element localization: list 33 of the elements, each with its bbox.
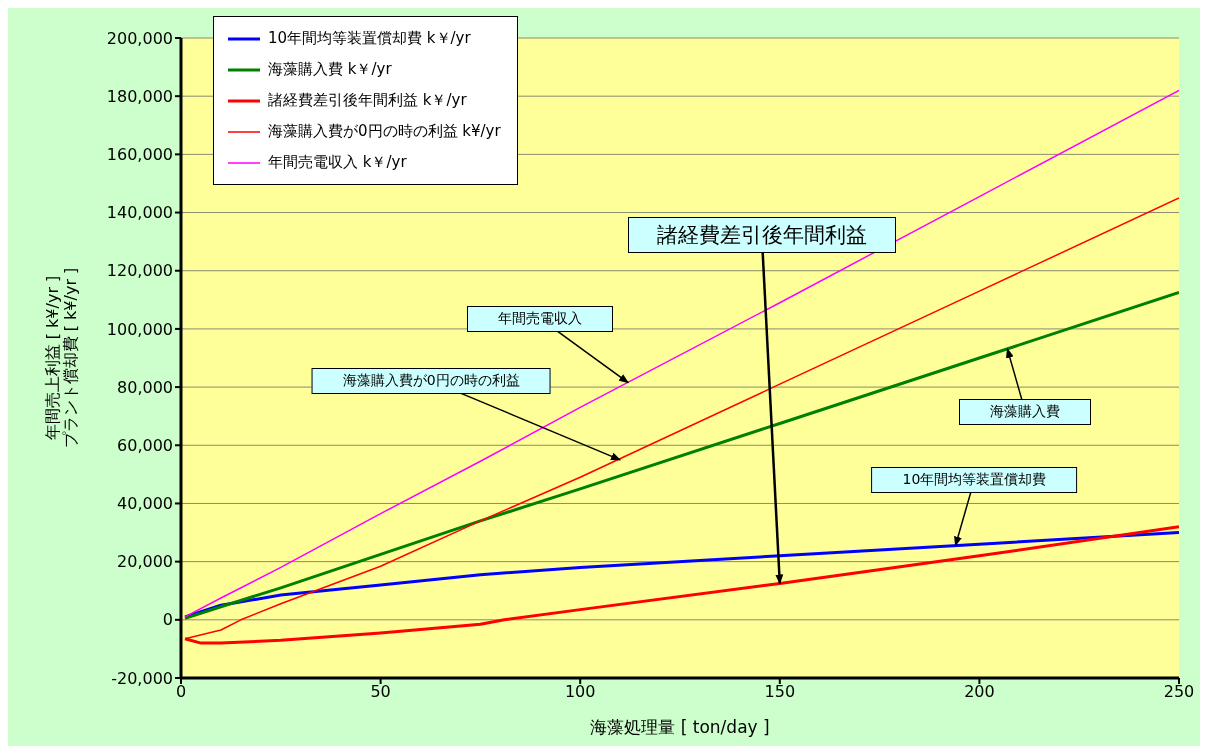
x-tick-label: 150 [764, 682, 796, 702]
legend-label: 海藻購入費が0円の時の利益 k¥/yr [268, 122, 501, 141]
legend-label: 海藻購入費 k￥/yr [268, 60, 392, 79]
label-box: 10年間均等装置償却費 [871, 466, 1078, 493]
y-tick-label: 20,000 [117, 552, 173, 572]
line-series [183, 291, 1179, 620]
y-tick-label: 0 [162, 610, 173, 630]
x-tick-label: 0 [175, 682, 187, 702]
legend-label: 10年間均等装置償却費 k￥/yr [268, 29, 471, 48]
x-tick-label: 250 [1163, 682, 1195, 702]
y-tick-label: 80,000 [117, 377, 173, 397]
label-box: 海藻購入費が0円の時の利益 [311, 367, 551, 394]
y-tick-label: 40,000 [117, 494, 173, 514]
legend-label: 諸経費差引後年間利益 k￥/yr [268, 91, 467, 110]
y-tick-label: 200,000 [106, 28, 173, 48]
y-tick-label: 180,000 [106, 86, 173, 106]
label-box: 年間売電収入 [467, 305, 614, 332]
y-tick-label: 100,000 [106, 319, 173, 339]
y-tick-label: 120,000 [106, 261, 173, 281]
legend-label: 年間売電収入 k￥/yr [268, 153, 407, 172]
y-axis-title: 年間売上利益 [ k¥/yr ] プラント償却費 [ k¥/yr ] [43, 267, 80, 449]
y-tick-label: 160,000 [106, 145, 173, 165]
line-series [184, 89, 1179, 618]
y-tick-label: 60,000 [117, 435, 173, 455]
x-tick-label: 50 [370, 682, 391, 702]
x-axis-title: 海藻処理量 [ ton/day ] [590, 717, 770, 737]
y-tick-label: -20,000 [111, 668, 173, 688]
line-series [183, 531, 1179, 619]
x-tick-label: 100 [564, 682, 596, 702]
label-box: 諸経費差引後年間利益 [627, 217, 896, 254]
label-box: 海藻購入費 [959, 398, 1092, 425]
x-tick-label: 200 [964, 682, 995, 702]
y-tick-label: 140,000 [106, 203, 173, 223]
